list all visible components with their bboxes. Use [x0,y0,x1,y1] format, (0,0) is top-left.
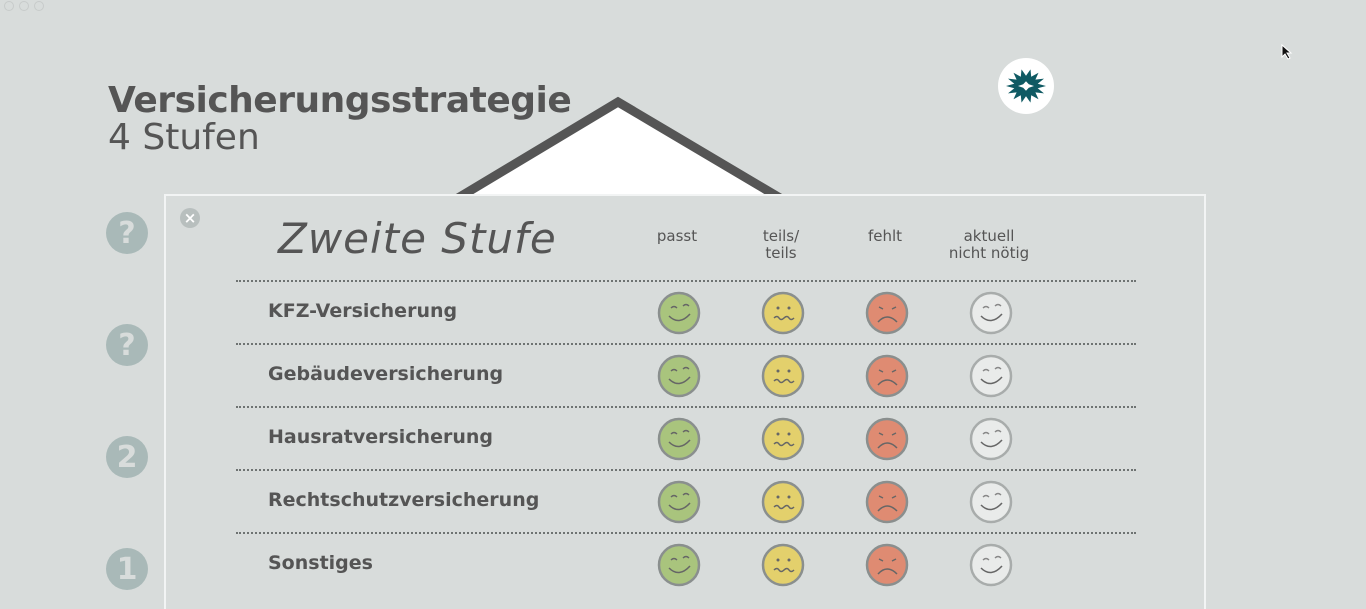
smiley-happy-icon[interactable] [656,542,702,588]
smiley-gray-icon[interactable] [968,290,1014,336]
stage-badge-unknown[interactable]: ? [106,324,148,366]
stage-panel: × Zweite Stufe passt teils/ teils fehlt … [164,194,1206,609]
smiley-gray-icon[interactable] [968,479,1014,525]
smiley-neutral-icon[interactable] [760,353,806,399]
smiley-neutral-icon[interactable] [760,416,806,462]
smiley-sad-icon[interactable] [864,416,910,462]
title-block: Versicherungsstrategie 4 Stufen [108,80,572,158]
page-subtitle: 4 Stufen [108,117,260,158]
smiley-sad-icon[interactable] [864,290,910,336]
column-header-fehlt: fehlt [867,227,903,245]
column-header-nicht-noetig: aktuell nicht nötig [948,227,1030,262]
row-label-sonstiges: Sonstiges [268,552,373,574]
row-divider [236,406,1136,408]
column-header-teils: teils/ teils [762,227,800,262]
window-controls[interactable] [4,1,44,11]
window-zoom-icon[interactable] [34,1,44,11]
close-icon[interactable]: × [180,208,200,228]
column-header-passt: passt [656,227,698,245]
house-roof-graphic [455,96,783,200]
smiley-happy-icon[interactable] [656,416,702,462]
smiley-gray-icon[interactable] [968,353,1014,399]
smiley-neutral-icon[interactable] [760,290,806,336]
stage-badge-2[interactable]: 2 [106,436,148,478]
smiley-sad-icon[interactable] [864,353,910,399]
window-close-icon[interactable] [4,1,14,11]
smiley-sad-icon[interactable] [864,542,910,588]
mouse-cursor-icon [1281,44,1293,60]
row-divider [236,469,1136,471]
row-label-hausrat: Hausratversicherung [268,426,493,448]
smiley-sad-icon[interactable] [864,479,910,525]
row-label-gebaeude: Gebäudeversicherung [268,363,504,385]
burst-logo-icon[interactable] [998,58,1054,114]
row-label-kfz: KFZ-Versicherung [268,300,458,322]
smiley-happy-icon[interactable] [656,479,702,525]
smiley-neutral-icon[interactable] [760,542,806,588]
panel-title: Zweite Stufe [278,214,557,263]
smiley-happy-icon[interactable] [656,353,702,399]
stage-badge-1[interactable]: 1 [106,548,148,590]
smiley-neutral-icon[interactable] [760,479,806,525]
row-label-rechtschutz: Rechtschutzversicherung [268,489,540,511]
smiley-gray-icon[interactable] [968,542,1014,588]
row-divider [236,532,1136,534]
smiley-happy-icon[interactable] [656,290,702,336]
page-title: Versicherungsstrategie [108,80,572,121]
smiley-gray-icon[interactable] [968,416,1014,462]
window-minimize-icon[interactable] [19,1,29,11]
stage-badge-unknown[interactable]: ? [106,212,148,254]
row-divider [236,343,1136,345]
row-divider [236,280,1136,282]
